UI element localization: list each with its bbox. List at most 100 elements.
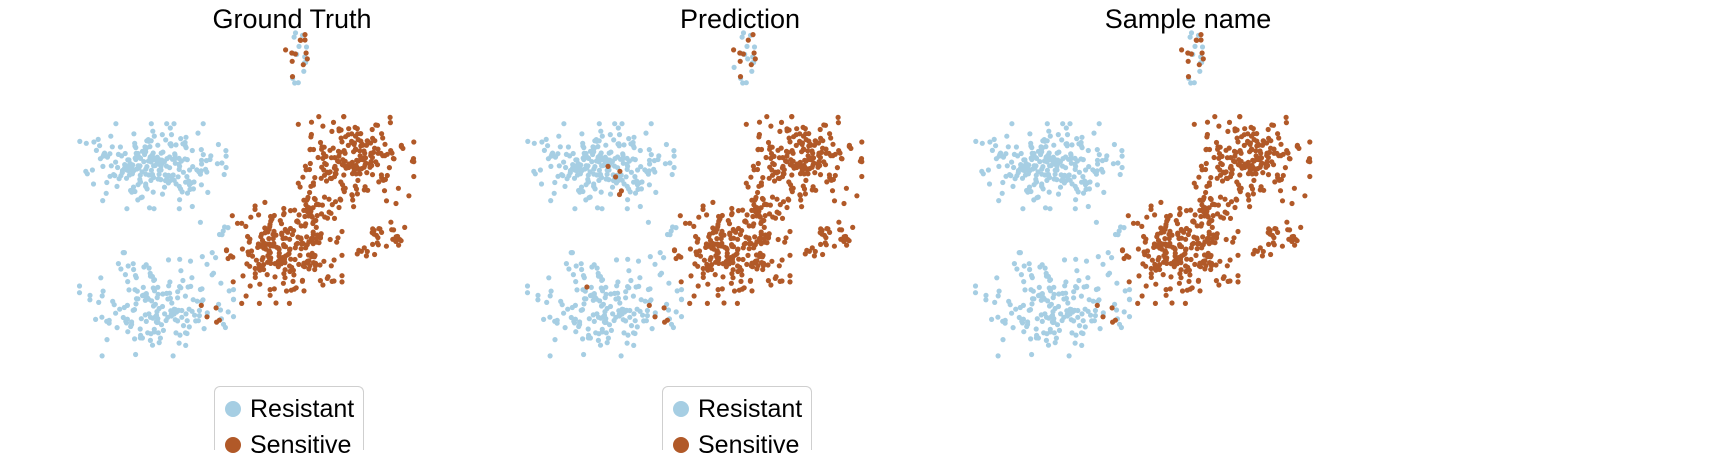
scatter-point	[320, 155, 326, 161]
scatter-point	[799, 204, 805, 210]
scatter-point	[354, 191, 360, 197]
scatter-point	[669, 171, 675, 178]
scatter-point	[812, 248, 818, 255]
scatter-point	[138, 195, 144, 201]
scatter-point	[1056, 291, 1062, 297]
scatter-point	[1074, 186, 1080, 192]
scatter-point	[593, 330, 599, 336]
scatter-point	[282, 260, 288, 266]
scatter-point	[1283, 120, 1289, 126]
scatter-point	[784, 204, 790, 211]
scatter-point	[97, 156, 103, 162]
scatter-point	[373, 122, 379, 128]
scatter-point	[625, 284, 631, 290]
scatter-point	[328, 210, 334, 216]
scatter-point	[1226, 145, 1232, 151]
scatter-point	[330, 145, 336, 151]
scatter-point	[1053, 335, 1059, 341]
scatter-point	[393, 234, 399, 240]
scatter-point	[200, 152, 206, 158]
scatter-point	[752, 56, 758, 62]
scatter-point	[338, 179, 344, 185]
scatter-point	[1080, 318, 1086, 324]
scatter-point	[91, 139, 97, 145]
scatter-point	[131, 131, 137, 137]
scatter-point	[584, 284, 590, 290]
scatter-point	[1168, 261, 1174, 267]
scatter-point	[296, 212, 302, 218]
scatter-point	[341, 172, 347, 178]
scatter-point	[1092, 313, 1098, 319]
scatter-point	[638, 164, 644, 170]
scatter-point	[1162, 226, 1168, 232]
scatter-point	[370, 241, 376, 247]
scatter-point	[1042, 265, 1048, 271]
scatter-point	[1071, 174, 1077, 180]
scatter-point	[770, 160, 776, 166]
scatter-point	[1158, 225, 1164, 231]
scatter-point	[155, 316, 161, 322]
scatter-point	[109, 144, 115, 150]
scatter-point	[180, 169, 186, 175]
scatter-point	[816, 140, 822, 146]
scatter-point	[183, 342, 189, 348]
scatter-point	[1202, 266, 1208, 272]
scatter-point	[1026, 261, 1032, 267]
scatter-point	[568, 314, 574, 321]
scatter-point	[729, 271, 735, 277]
scatter-point	[308, 212, 314, 219]
scatter-point	[359, 166, 365, 172]
scatter-point	[406, 193, 412, 199]
scatter-point	[383, 198, 390, 204]
scatter-point	[117, 306, 123, 312]
scatter-point	[1162, 236, 1168, 242]
scatter-point	[599, 277, 605, 283]
scatter-point	[1094, 168, 1100, 174]
scatter-point	[313, 201, 320, 208]
scatter-point	[1203, 189, 1209, 196]
scatter-point	[811, 142, 818, 148]
scatter-point	[621, 181, 627, 187]
scatter-point	[373, 159, 379, 165]
scatter-point	[1253, 171, 1259, 177]
scatter-point	[1029, 301, 1035, 307]
scatter-point	[752, 197, 758, 203]
scatter-point	[1249, 147, 1255, 153]
scatter-point	[1178, 275, 1184, 281]
scatter-point	[735, 225, 742, 232]
scatter-point	[1121, 309, 1127, 315]
scatter-point	[541, 147, 547, 153]
scatter-point	[339, 139, 345, 145]
legend-item-resistant: Resistant	[225, 391, 363, 427]
scatter-point	[1059, 137, 1065, 143]
scatter-point	[271, 240, 277, 246]
scatter-point	[1208, 263, 1215, 269]
legend: Resistant Sensitive	[662, 386, 812, 459]
scatter-point	[858, 156, 865, 162]
scatter-point	[1067, 121, 1073, 127]
scatter-point	[588, 284, 594, 290]
scatter-point	[761, 201, 768, 208]
scatter-point	[1222, 170, 1228, 176]
scatter-point	[118, 173, 124, 179]
scatter-point	[1043, 314, 1050, 320]
scatter-point	[305, 252, 312, 258]
scatter-point	[778, 119, 785, 125]
scatter-point	[676, 253, 682, 259]
scatter-point	[186, 324, 192, 330]
scatter-point	[292, 80, 298, 86]
scatter-point	[1148, 265, 1154, 272]
scatter-point	[1038, 144, 1044, 150]
scatter-point	[603, 284, 609, 290]
scatter-point	[1080, 174, 1086, 180]
scatter-point	[252, 206, 258, 212]
scatter-point	[89, 167, 95, 173]
scatter-point	[187, 186, 193, 192]
scatter-point	[281, 205, 287, 212]
scatter-point	[127, 163, 133, 169]
scatter-point	[151, 206, 157, 212]
scatter-point	[148, 121, 154, 127]
scatter-point	[844, 242, 850, 248]
scatter-point	[1266, 135, 1272, 141]
scatter-point	[756, 131, 762, 138]
